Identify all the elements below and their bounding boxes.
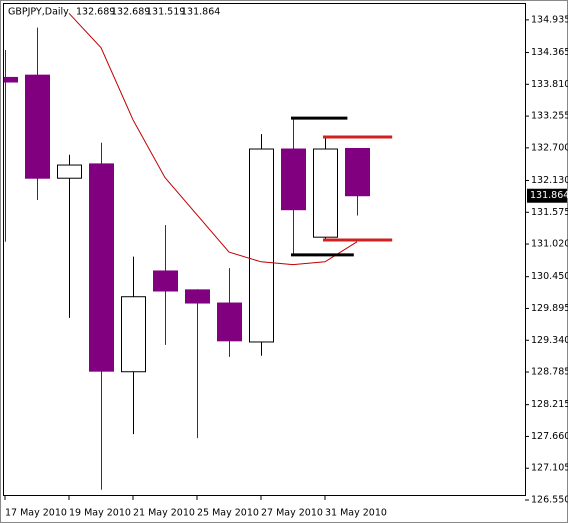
y-tick-label: 129.340 <box>531 335 568 346</box>
moving-average <box>68 12 358 266</box>
candle-body <box>25 74 50 179</box>
y-tick-label: 129.895 <box>531 303 568 314</box>
y-tick-label: 126.550 <box>531 495 568 506</box>
candle-body <box>345 147 370 197</box>
chart-title: GBPJPY,Daily <box>8 7 69 18</box>
x-tick-label: 21 May 2010 <box>133 508 195 519</box>
y-tick-label: 130.450 <box>531 271 568 282</box>
header-close: 131.864 <box>181 7 220 18</box>
plot-area <box>4 12 393 490</box>
candle-body <box>57 164 82 179</box>
candle-body <box>4 76 18 83</box>
price-tag <box>527 188 567 203</box>
candle-body <box>313 148 338 238</box>
y-tick-label: 127.105 <box>531 463 568 474</box>
y-tick-label: 132.130 <box>531 175 568 186</box>
header: GBPJPY,Daily 132.689 132.689 131.519 131… <box>8 7 220 18</box>
y-tick-label: 131.575 <box>531 207 568 218</box>
x-tick-label: 19 May 2010 <box>69 508 131 519</box>
candle-body <box>249 148 274 343</box>
x-tick-label: 27 May 2010 <box>261 508 323 519</box>
x-tick-label: 25 May 2010 <box>197 508 259 519</box>
y-tick-label: 132.700 <box>531 142 568 153</box>
y-tick-label: 133.810 <box>531 79 568 90</box>
y-tick-label: 128.215 <box>531 399 568 410</box>
candle-body <box>153 270 178 292</box>
x-tick-label: 31 May 2010 <box>325 508 387 519</box>
price-tag-label: 131.864 <box>530 190 568 201</box>
y-tick-label: 134.935 <box>531 14 568 25</box>
y-tick-label: 131.020 <box>531 239 568 250</box>
header-open: 132.689 <box>76 7 115 18</box>
candle-body <box>89 163 114 372</box>
candle-body <box>185 289 210 304</box>
x-tick-label: 17 May 2010 <box>5 508 67 519</box>
header-low: 131.519 <box>146 7 185 18</box>
header-high: 132.689 <box>111 7 150 18</box>
candle-body <box>281 148 306 211</box>
y-tick-label: 134.365 <box>531 47 568 58</box>
y-tick-label: 128.785 <box>531 367 568 378</box>
candle-body <box>217 302 242 342</box>
y-tick-label: 133.255 <box>531 111 568 122</box>
candle-body <box>121 296 146 373</box>
y-tick-label: 127.660 <box>531 431 568 442</box>
